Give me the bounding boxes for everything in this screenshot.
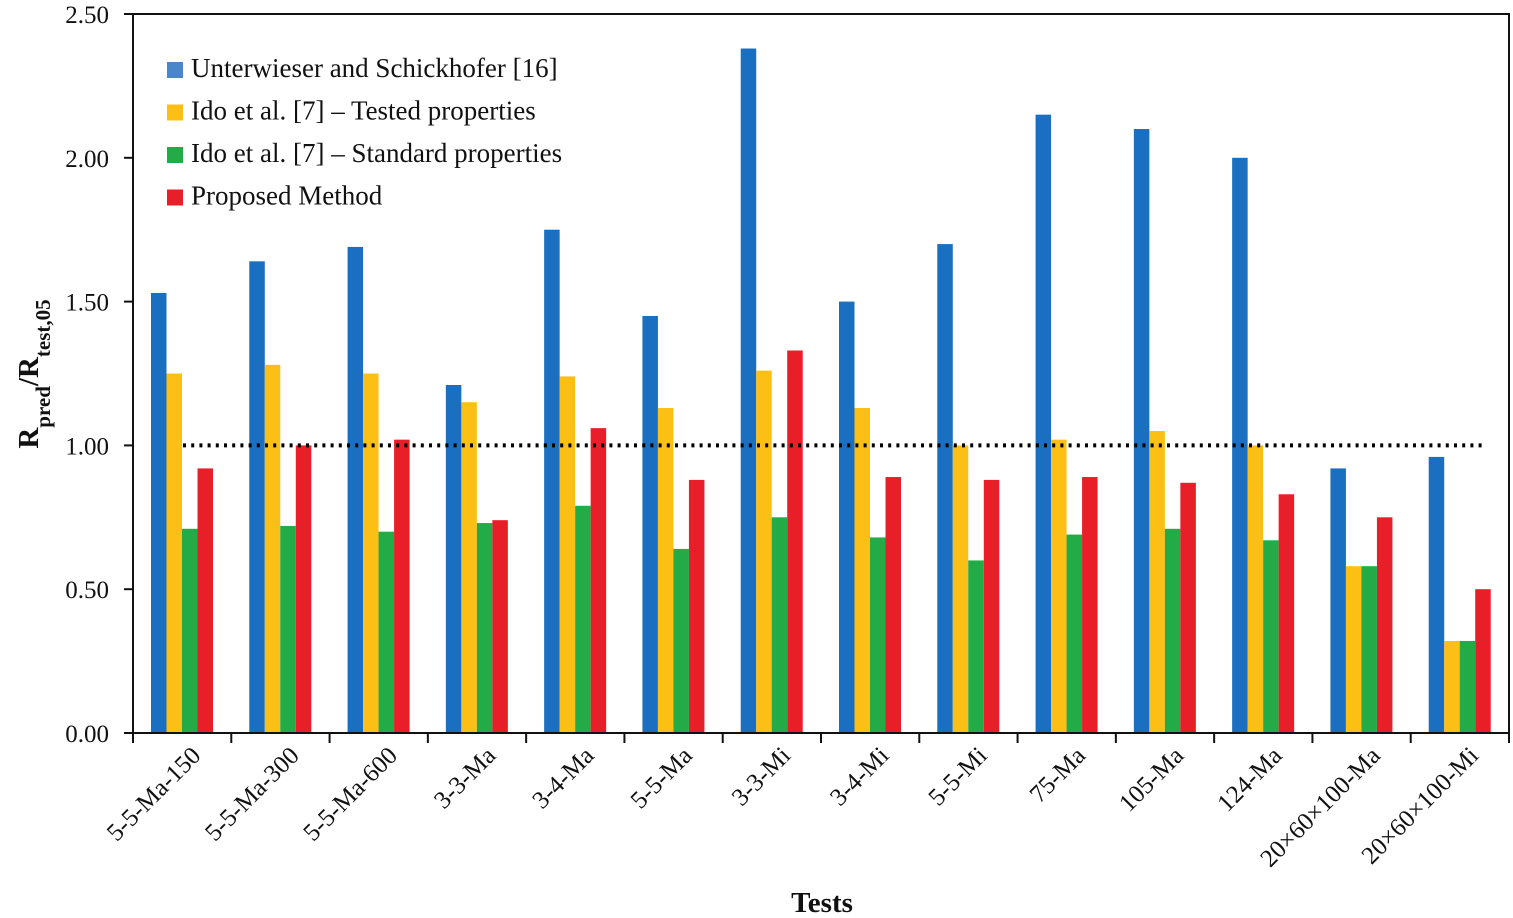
bar-3-4 [476, 523, 493, 733]
bar-3-3 [378, 531, 395, 733]
bar-3-10 [1066, 534, 1083, 733]
y-axis-title-slash: /R [13, 356, 45, 387]
x-category-label: 3-3-Ma [429, 742, 501, 814]
bar-4-10 [1082, 477, 1098, 733]
bar-2-12 [1247, 445, 1264, 733]
y-axis: 0.00 0.50 1.00 1.50 2.00 2.50 [65, 2, 133, 748]
bar-2-4 [461, 402, 477, 733]
x-category-label: 5-5-Ma-300 [200, 742, 305, 847]
bar-2-5 [559, 376, 576, 733]
bar-1-3 [347, 246, 364, 733]
legend-swatch-2 [167, 104, 183, 121]
bar-1-8 [839, 301, 855, 733]
x-category-label: 3-4-Ma [527, 742, 599, 814]
bar-4-9 [983, 479, 1000, 733]
x-category-label: 75-Ma [1025, 742, 1091, 808]
bar-1-1 [151, 292, 167, 733]
bar-2-14 [1444, 640, 1460, 733]
bar-3-2 [280, 525, 296, 733]
bar-4-7 [787, 350, 803, 733]
bar-1-10 [1035, 114, 1052, 733]
legend-label-1: Unterwieser and Schickhofer [16] [191, 53, 558, 83]
bar-1-5 [544, 229, 560, 733]
legend-swatch-1 [167, 62, 183, 78]
bar-3-1 [182, 528, 198, 733]
x-category-label: 3-3-Mi [727, 742, 796, 811]
x-category-label: 5-5-Mi [923, 742, 992, 811]
bar-3-8 [870, 537, 886, 733]
bar-3-12 [1263, 540, 1279, 733]
bars-layer [151, 48, 1491, 734]
y-tick-label: 2.00 [65, 146, 109, 173]
x-category-label: 5-5-Ma-600 [298, 742, 403, 847]
bar-2-3 [363, 373, 379, 733]
bar-4-8 [885, 477, 901, 733]
bar-4-5 [590, 428, 607, 733]
bar-3-7 [771, 517, 788, 733]
bar-4-3 [394, 439, 410, 733]
legend-swatch-3 [167, 147, 183, 163]
bar-4-1 [197, 468, 213, 733]
y-tick-label: 1.50 [65, 290, 109, 317]
legend-label-4: Proposed Method [191, 181, 383, 211]
y-tick-label: 1.00 [65, 433, 109, 460]
legend-swatch-4 [167, 189, 183, 206]
y-tick-label: 0.00 [65, 721, 109, 748]
bar-1-12 [1232, 157, 1248, 734]
bar-1-14 [1428, 456, 1445, 733]
x-category-label: 3-4-Mi [825, 742, 894, 811]
bar-3-11 [1164, 528, 1181, 733]
bar-2-1 [166, 373, 182, 733]
bar-4-6 [688, 479, 705, 733]
bar-4-2 [295, 445, 312, 733]
bar-1-11 [1133, 129, 1150, 734]
bar-2-6 [657, 408, 674, 733]
bar-2-7 [756, 370, 772, 733]
bar-2-9 [952, 445, 969, 733]
y-axis-title-sub2: test,05 [31, 299, 55, 357]
x-category-label: 124-Ma [1212, 742, 1287, 817]
bar-3-14 [1459, 640, 1476, 733]
bar-2-2 [264, 364, 281, 733]
bar-1-6 [642, 315, 658, 733]
bar-4-4 [492, 520, 508, 733]
bar-4-11 [1180, 482, 1196, 733]
bar-2-10 [1051, 439, 1067, 733]
y-axis-title-main: R [13, 427, 45, 449]
legend-label-2: Ido et al. [7] – Tested properties [191, 96, 536, 126]
bar-3-9 [968, 560, 984, 733]
y-tick-label: 0.50 [65, 577, 109, 604]
y-axis-title: Rpred/Rtest,05 [13, 299, 55, 448]
bar-1-13 [1330, 468, 1346, 733]
x-axis-title: Tests [791, 887, 853, 918]
bar-3-6 [673, 548, 689, 733]
bar-4-14 [1475, 589, 1491, 733]
bar-2-8 [854, 408, 870, 733]
legend: Unterwieser and Schickhofer [16] Ido et a… [167, 53, 562, 211]
bar-3-5 [575, 505, 591, 733]
bar-1-7 [740, 48, 757, 733]
y-axis-title-sub1: pred [31, 386, 55, 428]
x-category-label: 5-5-Ma [626, 742, 698, 814]
bar-2-11 [1149, 431, 1165, 733]
bar-4-13 [1376, 517, 1393, 733]
bar-3-13 [1361, 566, 1377, 733]
bar-4-12 [1278, 494, 1295, 733]
bar-1-4 [445, 385, 462, 733]
bar-1-9 [937, 244, 953, 733]
legend-label-3: Ido et al. [7] – Standard properties [191, 138, 562, 168]
bar-1-2 [249, 261, 265, 733]
bar-2-13 [1345, 566, 1362, 733]
x-category-label: 105-Ma [1114, 742, 1189, 817]
x-category-label: 5-5-Ma-150 [102, 742, 207, 847]
y-tick-label: 2.50 [65, 2, 109, 29]
